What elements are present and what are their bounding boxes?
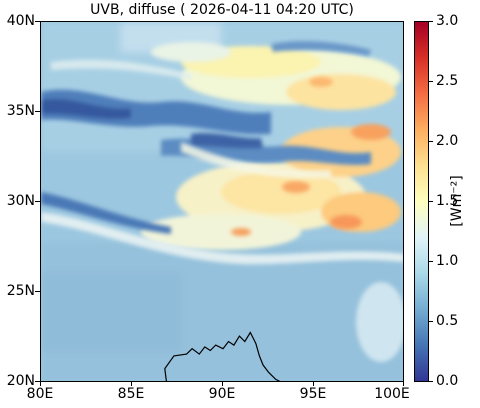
colorbar-tick-label: 1.5 — [436, 193, 459, 209]
colorbar-tick-mark — [429, 261, 433, 262]
colorbar-tick-mark — [429, 201, 433, 202]
lat-tick-mark — [35, 291, 40, 292]
coastline — [164, 331, 281, 381]
lon-tick-label: 90E — [208, 386, 236, 402]
high-value-band — [141, 42, 403, 362]
colorbar-tick-mark — [429, 321, 433, 322]
lon-tick-label: 85E — [117, 386, 145, 402]
colorbar-tick-label: 3.0 — [436, 13, 459, 29]
colorbar-tick-label: 1.0 — [436, 253, 459, 269]
lat-tick-label: 30N — [6, 193, 35, 209]
peak-value-spots — [231, 77, 391, 236]
lat-tick-label: 40N — [6, 13, 35, 29]
lat-tick-mark — [35, 21, 40, 22]
uvb-field-map — [41, 22, 403, 381]
colorbar-unit-label: [Wm⁻²] — [449, 175, 465, 227]
lon-tick-mark — [131, 382, 132, 386]
lat-tick-label: 25N — [6, 283, 35, 299]
lat-tick-mark — [35, 381, 40, 382]
lon-tick-label: 100E — [374, 386, 410, 402]
colorbar-tick-mark — [429, 141, 433, 142]
colorbar — [414, 21, 429, 382]
colorbar-tick-label: 0.5 — [436, 313, 459, 329]
lon-tick-mark — [313, 382, 314, 386]
colorbar-tick-label: 2.0 — [436, 133, 459, 149]
colorbar-tick-mark — [429, 21, 433, 22]
lat-tick-mark — [35, 111, 40, 112]
colorbar-tick-label: 0.0 — [436, 373, 459, 389]
colorbar-tick-mark — [429, 381, 433, 382]
lon-tick-mark — [40, 382, 41, 386]
wispy-cloud-textures — [41, 59, 403, 265]
lon-tick-label: 95E — [299, 386, 327, 402]
lon-tick-mark — [403, 382, 404, 386]
map-title: UVB, diffuse ( 2026-04-11 04:20 UTC) — [90, 2, 354, 18]
lat-tick-label: 35N — [6, 103, 35, 119]
lat-tick-label: 20N — [6, 373, 35, 389]
lat-tick-mark — [35, 201, 40, 202]
lon-tick-label: 80E — [26, 386, 54, 402]
colorbar-tick-mark — [429, 81, 433, 82]
lon-tick-mark — [222, 382, 223, 386]
colorbar-tick-label: 2.5 — [436, 73, 459, 89]
map-panel — [40, 21, 404, 382]
